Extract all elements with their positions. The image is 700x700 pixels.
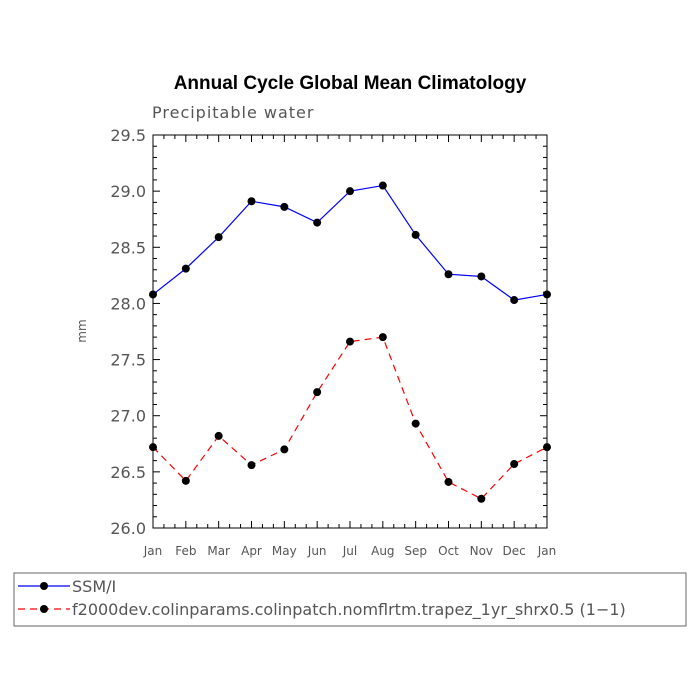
plot-area: 26.0 26.5 27.0 27.5 28.0 28.5 29.0 29.5 Jan Feb Ma… [110, 126, 556, 558]
data-point [444, 477, 453, 486]
legend-box [13, 572, 687, 627]
y-axis-label: mm [75, 319, 89, 342]
data-point [378, 181, 387, 190]
x-tick-label: Jun [307, 544, 327, 558]
y-tick-label: 28.5 [110, 238, 146, 257]
data-point [149, 443, 157, 452]
data-point [247, 461, 256, 470]
data-point [181, 264, 190, 273]
data-point [214, 233, 223, 242]
legend: SSM/I f2000dev.colinparams.colinpatch.no… [13, 572, 687, 627]
data-point [411, 419, 420, 428]
chart-title: Annual Cycle Global Mean Climatology [174, 73, 527, 94]
y-tick-label: 29.5 [110, 126, 146, 145]
x-tick-label: Jul [342, 544, 357, 558]
legend-marker-ssmi [40, 582, 48, 590]
y-tick-label: 28.0 [110, 294, 146, 313]
data-point [444, 270, 453, 279]
data-point [247, 197, 256, 206]
y-tick-label: 27.0 [110, 407, 146, 426]
data-point [477, 272, 486, 281]
data-point [313, 218, 322, 227]
x-tick-label: Sep [404, 544, 427, 558]
x-tick-label: Mar [207, 544, 230, 558]
data-point [411, 230, 420, 239]
x-tick-label: Jan [537, 544, 557, 558]
data-point [378, 333, 387, 342]
data-point [313, 388, 322, 397]
x-tick-label: Nov [470, 544, 493, 558]
x-tick-label: Feb [175, 544, 196, 558]
x-tick-label: Aug [371, 544, 394, 558]
legend-label-model: f2000dev.colinparams.colinpatch.nomflrtm… [72, 600, 626, 620]
data-point [510, 296, 519, 305]
x-tick-label: Oct [438, 544, 459, 558]
y-tick-label: 27.5 [110, 351, 146, 370]
x-tick-label: Apr [241, 544, 262, 558]
data-point [214, 431, 223, 440]
data-point [181, 476, 190, 485]
chart-subtitle: Precipitable water [152, 103, 314, 122]
legend-marker-model [40, 605, 48, 613]
x-tick-label: Jan [143, 544, 163, 558]
series-line-0 [152, 184, 548, 301]
y-tick-label: 26.5 [110, 463, 146, 482]
data-point [149, 290, 157, 299]
x-tick-label: May [272, 544, 297, 558]
data-point [543, 290, 551, 299]
y-tick-label: 26.0 [110, 519, 146, 538]
x-tick-label: Dec [503, 544, 526, 558]
data-point [280, 202, 289, 211]
data-point [346, 187, 354, 196]
data-point [280, 445, 289, 454]
data-point [510, 459, 519, 468]
data-point [543, 443, 551, 452]
series-line-1 [152, 336, 548, 500]
y-tick-label: 29.0 [110, 182, 146, 201]
data-point [477, 494, 486, 503]
data-point [346, 337, 354, 346]
legend-label-ssmi: SSM/I [72, 577, 116, 596]
